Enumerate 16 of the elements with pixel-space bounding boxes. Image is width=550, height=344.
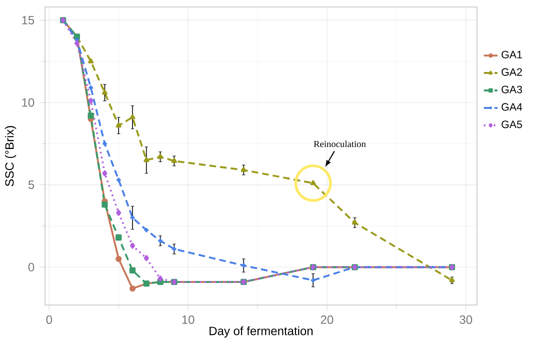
legend-label: GA2 bbox=[502, 68, 522, 76]
x-tick-label: 0 bbox=[46, 315, 52, 324]
y-tick-label: 0 bbox=[28, 262, 34, 272]
x-axis-title: Day of fermentation bbox=[210, 326, 313, 338]
legend-label: GA4 bbox=[502, 103, 522, 111]
legend-label: GA5 bbox=[502, 120, 522, 128]
legend-label: GA1 bbox=[502, 50, 522, 58]
annotation: Reinoculation bbox=[314, 140, 366, 148]
legend-label: GA3 bbox=[502, 86, 522, 94]
x-tick-label: 20 bbox=[320, 315, 334, 324]
y-axis-title: SSC (°Brix) bbox=[4, 126, 16, 186]
y-tick-label: 15 bbox=[22, 16, 34, 24]
y-tick-label: 5 bbox=[28, 180, 34, 190]
x-tick-label: 30 bbox=[460, 315, 472, 324]
y-tick-label: 10 bbox=[22, 98, 34, 107]
x-tick-label: 10 bbox=[182, 315, 194, 324]
